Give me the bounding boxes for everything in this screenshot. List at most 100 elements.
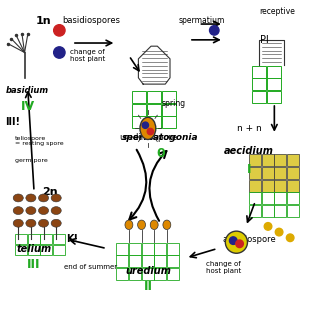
Text: 1n: 1n xyxy=(36,16,51,26)
Bar xyxy=(162,91,176,103)
Bar xyxy=(274,205,286,217)
Text: III: III xyxy=(27,258,41,271)
Bar xyxy=(249,167,261,179)
Bar xyxy=(267,66,281,78)
Bar xyxy=(154,255,166,268)
Text: aecidium: aecidium xyxy=(224,146,274,156)
Ellipse shape xyxy=(138,220,146,229)
Text: n + n: n + n xyxy=(237,124,261,133)
Bar xyxy=(274,167,286,179)
Bar xyxy=(40,245,52,255)
Bar xyxy=(249,180,261,192)
Text: uredium: uredium xyxy=(125,266,171,276)
Bar xyxy=(154,268,166,280)
Bar xyxy=(274,180,286,192)
Text: germ pore: germ pore xyxy=(15,157,48,163)
Bar xyxy=(262,205,274,217)
Bar xyxy=(287,180,299,192)
Bar xyxy=(147,104,161,116)
Text: spermatium: spermatium xyxy=(179,16,225,25)
Bar xyxy=(287,192,299,204)
Text: II: II xyxy=(143,280,152,293)
Ellipse shape xyxy=(13,194,23,202)
Text: 0: 0 xyxy=(156,147,165,160)
Bar xyxy=(28,245,40,255)
Text: spring: spring xyxy=(161,99,185,108)
Bar xyxy=(129,255,141,268)
Bar xyxy=(132,91,146,103)
Circle shape xyxy=(286,234,294,242)
Bar xyxy=(129,268,141,280)
Bar xyxy=(116,243,128,255)
Ellipse shape xyxy=(26,207,36,214)
Circle shape xyxy=(236,240,244,248)
Ellipse shape xyxy=(150,220,158,229)
Ellipse shape xyxy=(125,220,133,229)
Bar xyxy=(141,268,154,280)
Bar xyxy=(132,104,146,116)
Bar xyxy=(132,116,146,128)
Text: change of
host plant: change of host plant xyxy=(70,49,105,62)
Bar xyxy=(287,154,299,166)
Bar xyxy=(53,245,65,255)
Text: III!: III! xyxy=(6,117,20,127)
Text: telium: telium xyxy=(17,244,52,253)
Bar xyxy=(274,192,286,204)
Bar xyxy=(167,255,179,268)
Text: change of
host plant: change of host plant xyxy=(206,261,241,274)
Ellipse shape xyxy=(26,194,36,202)
Bar xyxy=(267,78,281,91)
Ellipse shape xyxy=(51,194,61,202)
Bar xyxy=(53,234,65,244)
Circle shape xyxy=(210,26,219,35)
Bar xyxy=(15,234,27,244)
Bar xyxy=(287,167,299,179)
Bar xyxy=(147,91,161,103)
Bar xyxy=(162,116,176,128)
Ellipse shape xyxy=(163,220,171,229)
Circle shape xyxy=(147,128,154,135)
Bar xyxy=(167,268,179,280)
Bar xyxy=(116,268,128,280)
Text: urediniospore: urediniospore xyxy=(119,133,177,142)
Bar xyxy=(28,234,40,244)
Ellipse shape xyxy=(51,219,61,227)
Bar xyxy=(116,255,128,268)
Bar xyxy=(147,116,161,128)
Bar xyxy=(40,234,52,244)
Text: spermatogonia: spermatogonia xyxy=(122,133,199,142)
Text: Pl: Pl xyxy=(260,35,269,45)
Text: I: I xyxy=(247,163,251,176)
Circle shape xyxy=(54,25,65,36)
Ellipse shape xyxy=(38,219,49,227)
Bar xyxy=(287,205,299,217)
Bar xyxy=(252,78,266,91)
Circle shape xyxy=(275,228,283,236)
Text: basidium: basidium xyxy=(6,86,49,95)
Text: receptive: receptive xyxy=(260,7,295,16)
Circle shape xyxy=(54,47,65,58)
Bar xyxy=(262,180,274,192)
Bar xyxy=(15,245,27,255)
Ellipse shape xyxy=(38,207,49,214)
Ellipse shape xyxy=(13,207,23,214)
Text: aecidiospore: aecidiospore xyxy=(222,235,276,244)
Bar xyxy=(252,91,266,103)
Bar xyxy=(262,154,274,166)
Bar xyxy=(154,243,166,255)
Bar xyxy=(141,243,154,255)
Bar xyxy=(249,205,261,217)
Text: IV: IV xyxy=(21,100,35,113)
Bar xyxy=(267,91,281,103)
Bar xyxy=(262,192,274,204)
Bar xyxy=(249,154,261,166)
Bar xyxy=(274,154,286,166)
Text: teliospore
= resting spore: teliospore = resting spore xyxy=(15,136,64,147)
Ellipse shape xyxy=(51,207,61,214)
Text: end of summer: end of summer xyxy=(64,265,117,270)
Polygon shape xyxy=(138,46,170,84)
Circle shape xyxy=(229,237,237,244)
Circle shape xyxy=(225,231,247,253)
Ellipse shape xyxy=(13,219,23,227)
Text: basidiospores: basidiospores xyxy=(62,16,120,25)
